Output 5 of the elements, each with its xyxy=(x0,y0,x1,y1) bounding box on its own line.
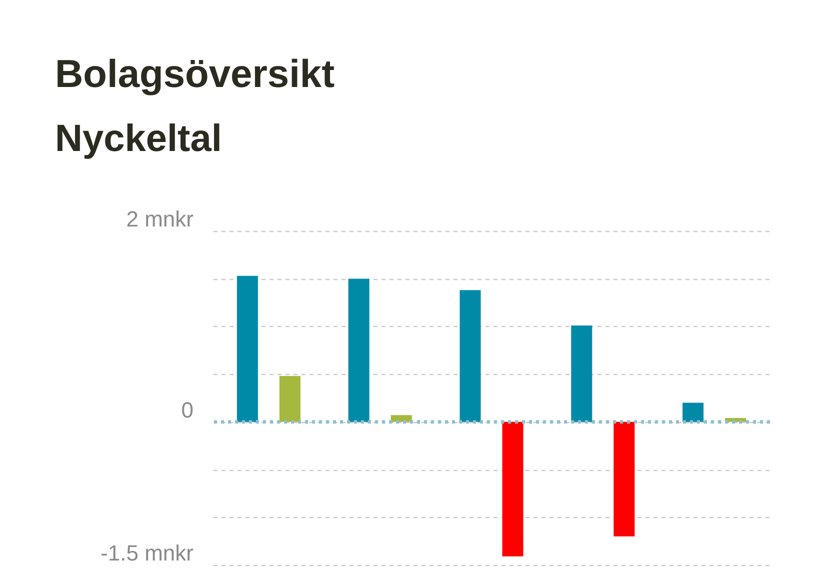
chart-subtitle: Nyckeltal xyxy=(55,118,222,160)
chart-title: Bolagsöversikt xyxy=(55,53,335,96)
y-tick-label: 0 xyxy=(181,397,194,422)
y-tick-label: -1.5 mnkr xyxy=(100,540,194,566)
y-tick-label: 2 mnkr xyxy=(126,206,194,232)
